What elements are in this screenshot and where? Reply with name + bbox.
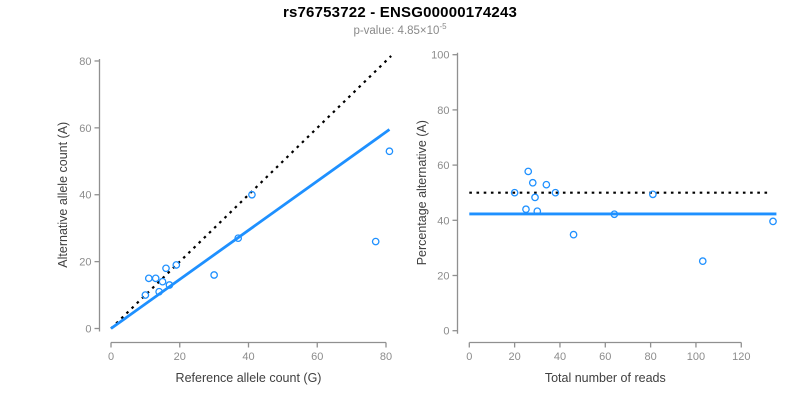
y-tick-label: 40 xyxy=(437,215,449,227)
fit-line xyxy=(110,128,391,330)
data-point xyxy=(234,234,243,243)
y-axis-title: Alternative allele count (A) xyxy=(56,122,70,268)
data-point xyxy=(610,210,619,219)
percentage-vs-reads-plot: 0 20 40 60 80 100 0 20 40 60 80 100 120 Total number … xyxy=(415,50,777,385)
data-point xyxy=(141,291,150,299)
allele-counts-plot: 0 20 40 60 80 0 20 40 60 80 Reference allele count… xyxy=(56,55,394,385)
data-point xyxy=(210,271,218,279)
data-point xyxy=(510,188,519,197)
x-tick-label: 20 xyxy=(509,351,521,363)
data-point xyxy=(522,205,530,214)
figure-subtitle: p-value: 4.85×10-5 xyxy=(0,22,800,37)
x-tick-label: 80 xyxy=(380,351,392,363)
y-tick-label: 80 xyxy=(79,56,91,68)
data-point xyxy=(165,281,174,289)
x-axis-title: Total number of reads xyxy=(545,371,666,385)
x-tick-label: 40 xyxy=(554,351,566,363)
x-tick-label: 60 xyxy=(311,351,323,363)
x-tick-label: 100 xyxy=(687,351,705,363)
x-tick-label: 0 xyxy=(466,351,472,363)
x-tick-label: 40 xyxy=(242,351,254,363)
data-point xyxy=(542,180,551,189)
y-tick-label: 60 xyxy=(437,160,449,172)
data-point xyxy=(248,190,256,199)
x-tick-label: 120 xyxy=(732,351,750,363)
figure-title: rs76753722 - ENSG00000174243 xyxy=(282,4,518,21)
x-tick-label: 20 xyxy=(174,351,186,363)
x-tick-label: 60 xyxy=(599,351,611,363)
y-tick-label: 20 xyxy=(437,271,449,283)
data-point xyxy=(172,261,181,269)
data-point xyxy=(158,277,167,286)
x-axis-title: Reference allele count (G) xyxy=(176,371,322,385)
y-tick-label: 100 xyxy=(431,50,449,62)
data-point xyxy=(144,274,153,283)
y-tick-label: 0 xyxy=(85,324,91,336)
data-point xyxy=(533,207,542,216)
data-point xyxy=(524,167,533,176)
data-point xyxy=(162,264,170,273)
data-point xyxy=(371,237,380,246)
pvalue-text: p-value: 4.85×10 xyxy=(353,24,440,37)
y-tick-label: 60 xyxy=(79,123,91,135)
data-point xyxy=(769,217,777,226)
pvalue-exponent: -5 xyxy=(439,22,447,31)
data-point xyxy=(698,257,707,265)
data-point xyxy=(649,190,657,199)
y-tick-label: 80 xyxy=(437,105,449,117)
data-point xyxy=(151,274,160,283)
data-point xyxy=(385,147,394,156)
data-point xyxy=(551,188,560,197)
x-tick-label: 80 xyxy=(644,351,656,363)
y-tick-label: 20 xyxy=(79,257,91,269)
data-point xyxy=(155,287,163,296)
data-point xyxy=(528,178,537,187)
y-tick-label: 0 xyxy=(443,326,449,338)
x-tick-label: 0 xyxy=(108,351,114,363)
y-tick-label: 40 xyxy=(79,190,91,202)
data-point xyxy=(531,193,539,202)
y-axis-title: Percentage alternative (A) xyxy=(415,120,429,265)
data-point xyxy=(569,230,578,239)
